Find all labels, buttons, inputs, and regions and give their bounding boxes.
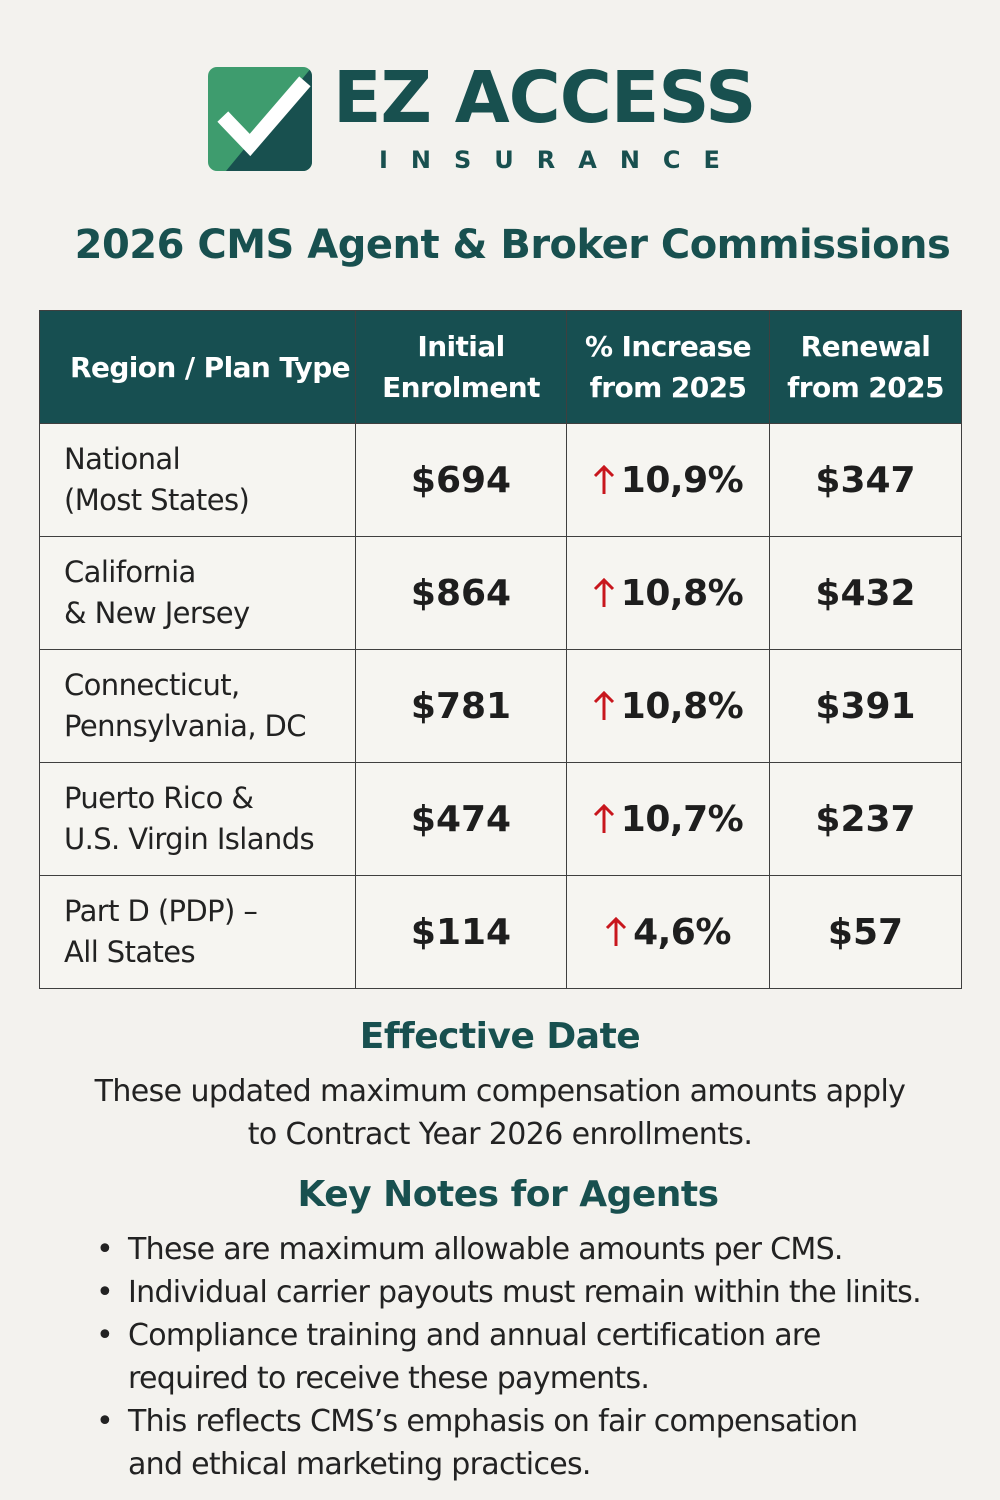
note-line-1: Compliance training and annual certifica… [128,1318,821,1353]
table-row: Connecticut, Pennsylvania, DC $781 10,8%… [39,649,962,763]
initial-cell: $781 [355,649,567,763]
region-line-1: Connecticut, [64,668,240,702]
effective-line-2: to Contract Year 2026 enrollments. [247,1117,753,1152]
renewal-cell: $57 [769,875,962,989]
key-notes-list: • These are maximum allowable amounts pe… [96,1228,986,1486]
list-item: • Compliance training and annual certifi… [96,1314,986,1400]
region-line-2: All States [64,935,196,969]
header-increase-line-1: % Increase [584,330,752,363]
arrow-up-icon [593,799,615,840]
initial-cell: $864 [355,536,567,650]
increase-cell: 10,8% [566,536,770,650]
effective-date-heading: Effective Date [359,1016,641,1057]
region-cell: California & New Jersey [39,536,356,650]
renewal-cell: $237 [769,762,962,876]
brand-name: EZ ACCESS [333,56,756,139]
region-cell: Part D (PDP) – All States [39,875,356,989]
table-row: California & New Jersey $864 10,8% $432 [39,536,962,650]
increase-value: 10,9% [620,459,744,501]
renewal-cell: $432 [769,536,962,650]
bullet-icon: • [96,1404,114,1439]
region-line-2: Pennsylvania, DC [64,709,307,743]
header-renewal: Renewal from 2025 [769,310,962,424]
initial-cell: $694 [355,423,567,537]
region-line-1: Part D (PDP) – [64,894,258,928]
list-item: • These are maximum allowable amounts pe… [96,1228,986,1271]
key-notes-heading: Key Notes for Agents [297,1174,719,1215]
header-initial-enrolment: Initial Enrolment [355,310,567,424]
table-row: National (Most States) $694 10,9% $347 [39,423,962,537]
initial-cell: $474 [355,762,567,876]
arrow-up-icon [593,460,615,501]
renewal-cell: $347 [769,423,962,537]
brand-subtitle: INSURANCE [379,146,743,174]
region-line-1: Puerto Rico & [64,781,254,815]
header-initial-line-2: Enrolment [382,371,540,404]
bullet-icon: • [96,1275,114,1310]
increase-cell: 10,8% [566,649,770,763]
table-row: Puerto Rico & U.S. Virgin Islands $474 1… [39,762,962,876]
header-renewal-line-2: from 2025 [787,371,944,404]
effective-date-text: These updated maximum compensation amoun… [60,1070,940,1156]
arrow-up-icon [605,912,627,953]
arrow-up-icon [593,573,615,614]
region-line-1: National [64,442,181,476]
initial-cell: $114 [355,875,567,989]
note-line-2: and ethical marketing practices. [128,1447,591,1482]
table-row: Part D (PDP) – All States $114 4,6% $57 [39,875,962,989]
increase-value: 10,8% [620,572,744,614]
increase-value: 10,7% [620,798,744,840]
effective-line-1: These updated maximum compensation amoun… [94,1074,906,1109]
checkmark-icon [208,67,312,171]
header-percent-increase: % Increase from 2025 [566,310,770,424]
header-region: Region / Plan Type [39,310,356,424]
list-item: • This reflects CMS’s emphasis on fair c… [96,1400,986,1486]
renewal-cell: $391 [769,649,962,763]
region-cell: Connecticut, Pennsylvania, DC [39,649,356,763]
region-line-2: (Most States) [64,483,250,517]
brand-logo: EZ ACCESS INSURANCE [205,56,775,174]
increase-cell: 10,9% [566,423,770,537]
note-line-1: These are maximum allowable amounts per … [128,1232,843,1267]
bullet-icon: • [96,1318,114,1353]
region-line-2: & New Jersey [64,596,250,630]
increase-value: 10,8% [620,685,744,727]
header-region-label: Region / Plan Type [70,350,351,384]
header-increase-line-2: from 2025 [589,371,747,404]
note-line-1: This reflects CMS’s emphasis on fair com… [128,1404,858,1439]
table-header-row: Region / Plan Type Initial Enrolment % I… [39,310,962,424]
header-renewal-line-1: Renewal [800,330,931,363]
note-line-1: Individual carrier payouts must remain w… [128,1275,922,1310]
increase-cell: 10,7% [566,762,770,876]
arrow-up-icon [593,686,615,727]
region-line-1: California [64,555,196,589]
increase-cell: 4,6% [566,875,770,989]
region-cell: Puerto Rico & U.S. Virgin Islands [39,762,356,876]
page-title: 2026 CMS Agent & Broker Commissions [74,222,951,268]
header-initial-line-1: Initial [417,330,505,363]
commission-table: Region / Plan Type Initial Enrolment % I… [39,310,962,989]
region-line-2: U.S. Virgin Islands [64,822,315,856]
list-item: • Individual carrier payouts must remain… [96,1271,986,1314]
region-cell: National (Most States) [39,423,356,537]
note-line-2: required to receive these payments. [128,1361,650,1396]
bullet-icon: • [96,1232,114,1267]
increase-value: 4,6% [633,911,731,953]
